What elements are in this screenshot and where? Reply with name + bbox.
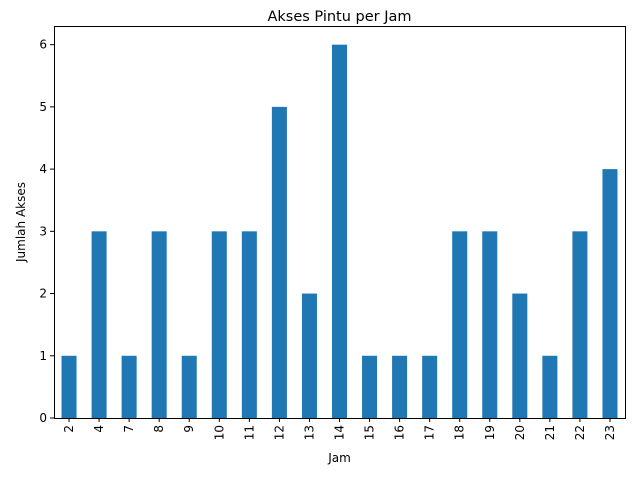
- bar-2: [61, 355, 77, 418]
- x-tick-label-21: 21: [543, 425, 557, 440]
- x-tick-label-4: 4: [92, 425, 106, 433]
- bar-16: [392, 355, 408, 418]
- x-tick-label-17: 17: [423, 425, 437, 440]
- bar-8: [151, 231, 167, 418]
- bar-12: [271, 106, 287, 418]
- bar-21: [542, 355, 558, 418]
- x-axis-ticks: 2 4 7 8 9 10 11 12 13 14 15 16 17 18 19 20 21 22 23: [62, 418, 617, 440]
- bar-20: [512, 293, 528, 418]
- y-tick-label-4: 4: [39, 162, 47, 176]
- y-tick-label-5: 5: [39, 100, 47, 114]
- bar-17: [422, 355, 438, 418]
- y-axis-label: Jumlah Akses: [14, 182, 28, 263]
- bar-10: [211, 231, 227, 418]
- x-tick-label-15: 15: [363, 425, 377, 440]
- bar-4: [91, 231, 107, 418]
- chart-title: Akses Pintu per Jam: [267, 9, 411, 25]
- bars-group: [61, 44, 618, 419]
- x-tick-label-11: 11: [242, 425, 256, 440]
- x-tick-label-14: 14: [333, 425, 347, 440]
- bar-13: [301, 293, 317, 418]
- plot-area-frame: [54, 26, 626, 419]
- bar-7: [121, 355, 137, 418]
- x-tick-label-20: 20: [513, 425, 527, 440]
- bar-14: [331, 44, 348, 419]
- x-tick-label-7: 7: [122, 425, 136, 433]
- bar-22: [572, 231, 588, 418]
- x-tick-label-23: 23: [603, 425, 617, 440]
- x-tick-label-8: 8: [152, 425, 166, 433]
- y-tick-label-6: 6: [39, 38, 47, 52]
- y-tick-label-2: 2: [39, 287, 47, 301]
- bar-19: [482, 231, 498, 418]
- x-tick-label-18: 18: [453, 425, 467, 440]
- y-axis-ticks: 0 1 2 3 4 5 6: [39, 38, 54, 425]
- x-tick-label-16: 16: [393, 425, 407, 440]
- bar-18: [452, 231, 468, 418]
- bar-9: [181, 355, 197, 418]
- bar-23: [602, 169, 618, 418]
- y-tick-label-1: 1: [39, 349, 47, 363]
- x-tick-label-19: 19: [483, 425, 497, 440]
- y-tick-label-3: 3: [39, 224, 47, 238]
- y-tick-label-0: 0: [39, 411, 47, 425]
- bar-15: [362, 355, 378, 418]
- x-tick-label-13: 13: [302, 425, 316, 440]
- x-tick-label-9: 9: [182, 425, 196, 433]
- x-tick-label-12: 12: [272, 425, 286, 440]
- x-tick-label-10: 10: [212, 425, 226, 440]
- x-axis-label: Jam: [327, 451, 351, 465]
- x-tick-label-22: 22: [573, 425, 587, 440]
- x-tick-label-2: 2: [62, 425, 76, 433]
- bar-11: [241, 231, 257, 418]
